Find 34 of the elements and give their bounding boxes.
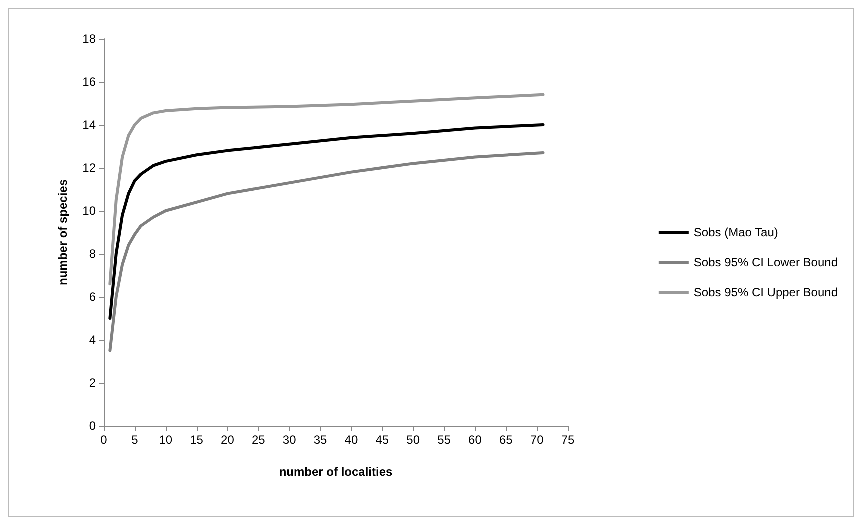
legend-label: Sobs (Mao Tau) — [694, 226, 778, 240]
line-series — [108, 124, 545, 320]
x-tick-label: 35 — [314, 433, 328, 447]
y-tick-label: 6 — [89, 290, 96, 304]
line-series — [108, 151, 545, 352]
y-tick-label: 8 — [89, 247, 96, 261]
y-tick-label: 10 — [82, 204, 96, 218]
x-tick-label: 5 — [132, 433, 139, 447]
y-tick-label: 14 — [82, 118, 96, 132]
x-tick-label: 45 — [376, 433, 390, 447]
legend-label: Sobs 95% CI Upper Bound — [694, 286, 838, 300]
x-tick-label: 70 — [530, 433, 544, 447]
y-tick-label: 12 — [82, 161, 96, 175]
x-tick-label: 30 — [282, 433, 297, 447]
x-tick-label: 75 — [561, 433, 575, 447]
y-tick-label: 4 — [89, 333, 96, 347]
x-tick-label: 25 — [252, 433, 266, 447]
x-tick-label: 50 — [406, 433, 420, 447]
y-tick-label: 0 — [89, 419, 96, 433]
x-tick-label: 15 — [190, 433, 204, 447]
y-axis-title: number of species — [56, 179, 70, 286]
x-tick-label: 55 — [438, 433, 452, 447]
x-tick-label: 65 — [499, 433, 514, 447]
x-axis-title: number of localities — [279, 465, 393, 479]
y-tick-label: 2 — [89, 376, 96, 390]
x-tick-label: 0 — [100, 433, 108, 447]
x-tick-label: 20 — [221, 433, 235, 447]
x-tick-label: 40 — [344, 433, 358, 447]
x-tick-label: 10 — [159, 433, 173, 447]
y-tick-label: 16 — [82, 75, 96, 89]
x-tick-label: 60 — [468, 433, 482, 447]
legend-label: Sobs 95% CI Lower Bound — [694, 256, 838, 270]
y-tick-label: 18 — [82, 32, 96, 46]
line-series — [108, 93, 545, 286]
